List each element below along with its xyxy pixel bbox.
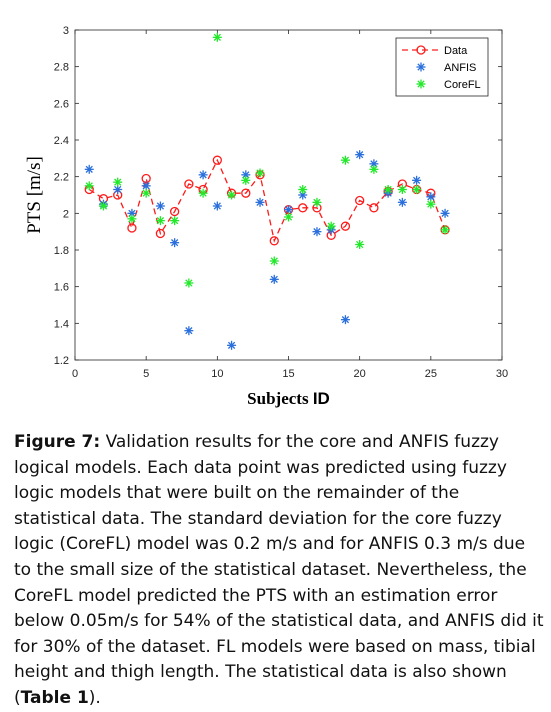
series-corefl-point [255,168,265,178]
y-tick-label: 1.6 [54,282,69,294]
series-data-point [155,228,166,239]
x-tick-label: 5 [143,368,149,380]
x-tick-label: 25 [425,368,437,380]
series-corefl-point [84,181,94,191]
series-corefl-point [440,225,450,235]
series-anfis-point [440,208,450,218]
series-corefl-point [241,175,251,185]
legend-anfis-label: ANFIS [444,62,476,74]
series-anfis-point [312,227,322,237]
x-tick-label: 15 [282,368,294,380]
series-corefl-point [113,177,123,187]
y-tick-label: 2.2 [54,172,69,184]
series-corefl-point [155,216,165,226]
series-corefl-point [127,214,137,224]
figure-caption: Figure 7: Validation results for the cor… [14,430,544,712]
x-axis-title: Subjects ID [247,389,330,408]
legend-data-marker [416,45,426,55]
series-corefl-point [326,221,336,231]
series-data-point [184,179,194,189]
series-corefl-point [269,256,279,266]
series-corefl-point [212,32,222,42]
series-corefl-point [141,188,151,198]
series-corefl-point [355,240,365,249]
series-data-point [340,221,351,231]
series-anfis-point [355,150,365,160]
series-anfis-point [255,197,265,207]
scatter-chart: 0 5 10 15 20 25 30 1.2 1.4 1.6 1.8 2 2.2 2.4 2.6 2.8 3 Su… [24,25,508,408]
series-corefl-point [412,185,422,194]
x-tick-label: 30 [496,368,508,380]
y-tick-label: 3 [63,25,69,37]
series-data-point [212,155,222,165]
legend-data-label: Data [444,45,468,57]
series-data-point [127,223,137,233]
series-corefl-point [170,216,180,226]
legend-corefl-marker [416,79,426,89]
series-corefl-point [184,278,194,288]
x-axis-title-suffix: ID [313,389,330,408]
legend-anfis-marker [416,62,426,72]
series-anfis-point [84,164,94,174]
figure-label: Figure 7: [14,432,101,452]
series-anfis-point [412,175,422,185]
caption-text-part2: ). [88,687,101,708]
series-anfis-point [170,238,180,248]
series-data-point [269,236,279,246]
series-data-point [241,188,251,198]
y-tick-label: 2.6 [54,98,69,110]
y-tick-label: 1.8 [54,245,69,257]
x-axis-title-main: Subjects [247,389,313,408]
series-anfis-point [269,274,279,284]
series-anfis-point [198,170,208,180]
series-corefl-point [426,199,436,209]
series-corefl-point [98,201,108,211]
series-anfis-point [227,340,237,350]
y-tick-label: 1.2 [54,355,69,367]
series-corefl-point [198,188,208,198]
series-corefl-point [369,164,379,174]
series-data-point [355,195,365,206]
series-corefl-point [397,185,407,194]
legend-corefl-label: CoreFL [444,79,481,91]
x-tick-label: 20 [354,368,366,380]
series-corefl-point [284,212,293,222]
series-data-point [369,203,379,213]
series-corefl-point [298,185,308,194]
caption-text-part1: Validation results for the core and ANFI… [14,432,544,708]
series-anfis-point [369,159,379,169]
y-tick-label: 2.4 [54,135,69,147]
chart-container: 0 5 10 15 20 25 30 1.2 1.4 1.6 1.8 2 2.2 2.4 2.6 2.8 3 Su… [24,25,508,408]
table-reference: Table 1 [20,687,89,708]
series-anfis-point [212,201,222,211]
y-axis-title: PTS [m/s] [24,156,45,234]
x-tick-label: 10 [211,368,223,380]
series-anfis-point [155,201,165,211]
series-corefl-point [340,155,350,165]
y-tick-label: 1.4 [54,318,69,330]
series-data-point [298,203,308,213]
series-anfis-point [397,197,407,207]
series-data-point [169,206,180,217]
y-tick-label: 2.8 [54,62,69,74]
series-anfis-point [184,326,194,336]
y-tick-label: 2 [63,208,69,220]
series-anfis-point [340,315,350,325]
x-tick-label: 0 [72,368,78,380]
series-corefl-point [383,185,393,194]
series-corefl-point [312,197,322,207]
legend-box [395,37,489,97]
series-corefl-point [227,190,237,200]
